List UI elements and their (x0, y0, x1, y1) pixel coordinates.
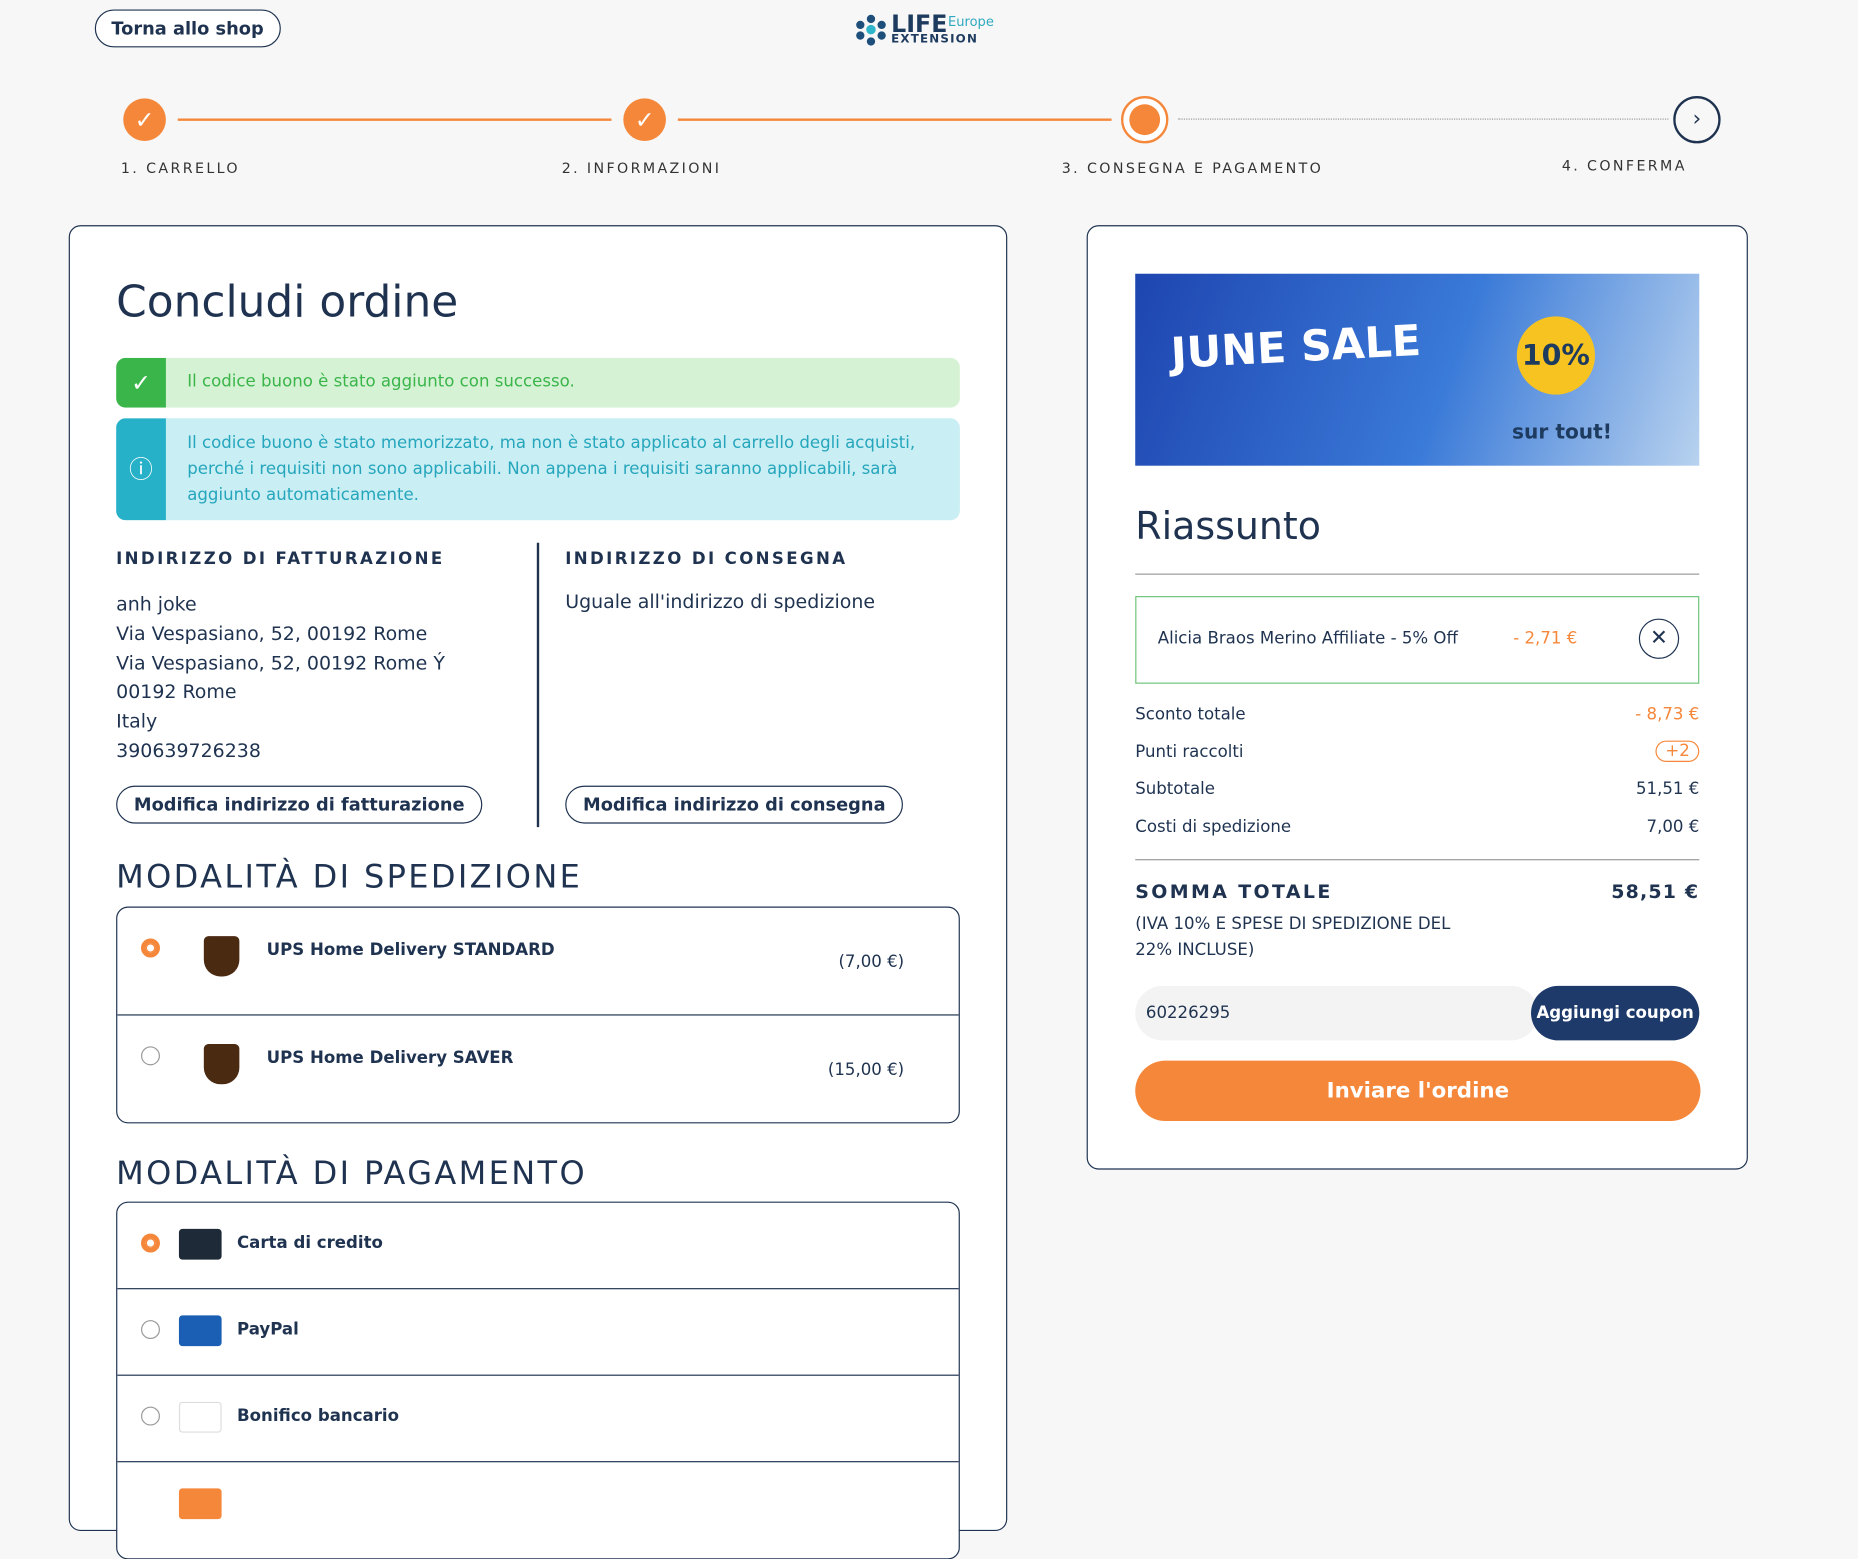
step-line (1177, 118, 1669, 120)
divider (1135, 573, 1700, 575)
row-value: - 8,73 € (1635, 705, 1700, 725)
edit-delivery-button[interactable]: Modifica indirizzo di consegna (565, 785, 904, 824)
shipping-options: UPS Home Delivery STANDARD (7,00 €) UPS Ho… (116, 906, 960, 1124)
address-line: Via Vespasiano, 52, 00192 Rome Ý (116, 651, 445, 674)
row-value: 51,51 € (1635, 780, 1700, 800)
add-coupon-button[interactable]: Aggiungi coupon (1531, 985, 1700, 1041)
address-line: 00192 Rome (116, 680, 237, 704)
delivery-heading: INDIRIZZO DI CONSEGNA (565, 549, 848, 569)
remove-coupon-button[interactable]: ✕ (1638, 618, 1680, 659)
ups-logo (203, 936, 240, 977)
logo-region: Europe (947, 14, 994, 30)
page: Torna allo shop LIFE Europe EXTENSION ✓ … (68, 9, 1748, 1559)
address-line: Via Vespasiano, 52, 00192 Rome (116, 621, 428, 645)
info-alert: ⓘ Il codice buono è stato memorizzato, m… (116, 418, 960, 521)
order-title: Concludi ordine (116, 276, 459, 328)
step-label: 1. CARRELLO (120, 159, 240, 177)
summary-row: Punti raccolti +2 (1135, 740, 1700, 781)
logo-sub: EXTENSION (891, 33, 979, 47)
total-value: 58,51 € (1611, 880, 1700, 903)
delivery-text: Uguale all'indirizzo di spedizione (565, 590, 876, 613)
banner-tagline: sur tout! (1512, 420, 1612, 445)
radio[interactable] (141, 1320, 160, 1340)
payment-name: Bonifico bancario (236, 1406, 400, 1426)
divider (1135, 859, 1700, 861)
logo-icon (856, 14, 886, 46)
address-line: anh joke (116, 592, 197, 616)
summary-row: Costi di spedizione 7,00 € (1135, 818, 1699, 856)
alert-text: Il codice buono è stato aggiunto con suc… (187, 372, 575, 392)
edit-billing-button[interactable]: Modifica indirizzo di fatturazione (116, 785, 483, 824)
applied-coupon: Alicia Braos Merino Affiliate - 5% Off -… (1135, 596, 1700, 684)
address-line: Italy (116, 710, 158, 733)
step-done: ✓ (123, 98, 166, 142)
row-label: Punti raccolti (1135, 742, 1244, 762)
summary-row: Subtotale 51,51 € (1135, 780, 1699, 818)
payment-option[interactable]: Carta di credito (117, 1203, 959, 1290)
payment-option[interactable]: PayPal (117, 1289, 959, 1376)
alert-text: Il codice buono è stato memorizzato, ma … (187, 433, 916, 505)
banner-title: JUNE SALE (1169, 316, 1423, 379)
radio[interactable] (141, 938, 160, 958)
step-label: 3. CONSEGNA E PAGAMENTO (1061, 159, 1324, 177)
back-button[interactable]: Torna allo shop (94, 9, 281, 48)
shipping-option[interactable]: UPS Home Delivery STANDARD (7,00 €) (117, 908, 958, 1015)
submit-button[interactable]: Inviare l'ordine (1135, 1060, 1701, 1122)
step-line (677, 118, 1112, 121)
payment-icon (178, 1401, 222, 1433)
ups-logo (203, 1043, 240, 1085)
total-label: SOMMA TOTALE (1135, 880, 1333, 903)
row-label: Sconto totale (1135, 705, 1246, 725)
radio[interactable] (141, 1406, 160, 1426)
step-current (1121, 95, 1169, 144)
billing-heading: INDIRIZZO DI FATTURAZIONE (116, 549, 445, 569)
coupon-discount: - 2,71 € (1513, 629, 1578, 649)
divider (536, 542, 539, 828)
payment-name: PayPal (236, 1320, 299, 1340)
payment-icon (178, 1315, 222, 1347)
logo-name: LIFE (891, 9, 948, 38)
payment-icon (178, 1488, 222, 1520)
shipping-name: UPS Home Delivery SAVER (266, 1048, 514, 1068)
billing-address: anh joke Via Vespasiano, 52, 00192 Rome Vi… (116, 590, 445, 766)
radio[interactable] (141, 1046, 160, 1066)
summary-panel: JUNE SALE 10% sur tout! Riassunto Alicia… (1086, 225, 1748, 1170)
sale-banner: JUNE SALE 10% sur tout! (1135, 273, 1700, 466)
summary-title: Riassunto (1135, 503, 1321, 549)
radio[interactable] (141, 1233, 160, 1253)
shipping-price: (7,00 €) (838, 952, 905, 972)
payment-icon (178, 1228, 222, 1260)
banner-badge: 10% (1516, 316, 1596, 395)
shipping-price: (15,00 €) (827, 1060, 905, 1080)
payment-option[interactable]: Bonifico bancario (117, 1376, 959, 1463)
payment-option[interactable] (117, 1462, 958, 1547)
address-line: 390639726238 (116, 739, 261, 762)
step-line (177, 118, 612, 121)
summary-rows: Sconto totale - 8,73 € Punti raccolti +2 Sub… (1135, 705, 1700, 856)
step-next[interactable]: › (1673, 95, 1721, 144)
row-label: Subtotale (1135, 780, 1215, 800)
row-label: Costi di spedizione (1135, 817, 1292, 837)
payment-heading: MODALITÀ DI PAGAMENTO (116, 1155, 588, 1193)
shipping-name: UPS Home Delivery STANDARD (266, 940, 555, 960)
success-alert: ✓ Il codice buono è stato aggiunto con s… (116, 357, 960, 408)
payment-options: Carta di credito PayPal Bonifico bancario (116, 1201, 960, 1559)
row-value: +2 (1655, 740, 1700, 762)
step-label: 2. INFORMAZIONI (561, 159, 722, 177)
order-panel: Concludi ordine ✓ Il codice buono è stat… (68, 225, 1008, 1559)
shipping-option[interactable]: UPS Home Delivery SAVER (15,00 €) (117, 1014, 959, 1122)
summary-row: Sconto totale - 8,73 € (1135, 705, 1699, 743)
row-value: 7,00 € (1646, 817, 1700, 837)
total-note: (IVA 10% E SPESE DI SPEDIZIONE DEL 22% I… (1135, 914, 1451, 960)
coupon-input[interactable]: 60226295 (1135, 985, 1539, 1041)
step-label: 4. CONFERMA (1561, 157, 1687, 175)
step-done: ✓ (623, 98, 666, 142)
payment-name: Carta di credito (236, 1233, 383, 1253)
shipping-heading: MODALITÀ DI SPEDIZIONE (116, 859, 583, 896)
coupon-name: Alicia Braos Merino Affiliate - 5% Off (1157, 629, 1458, 649)
